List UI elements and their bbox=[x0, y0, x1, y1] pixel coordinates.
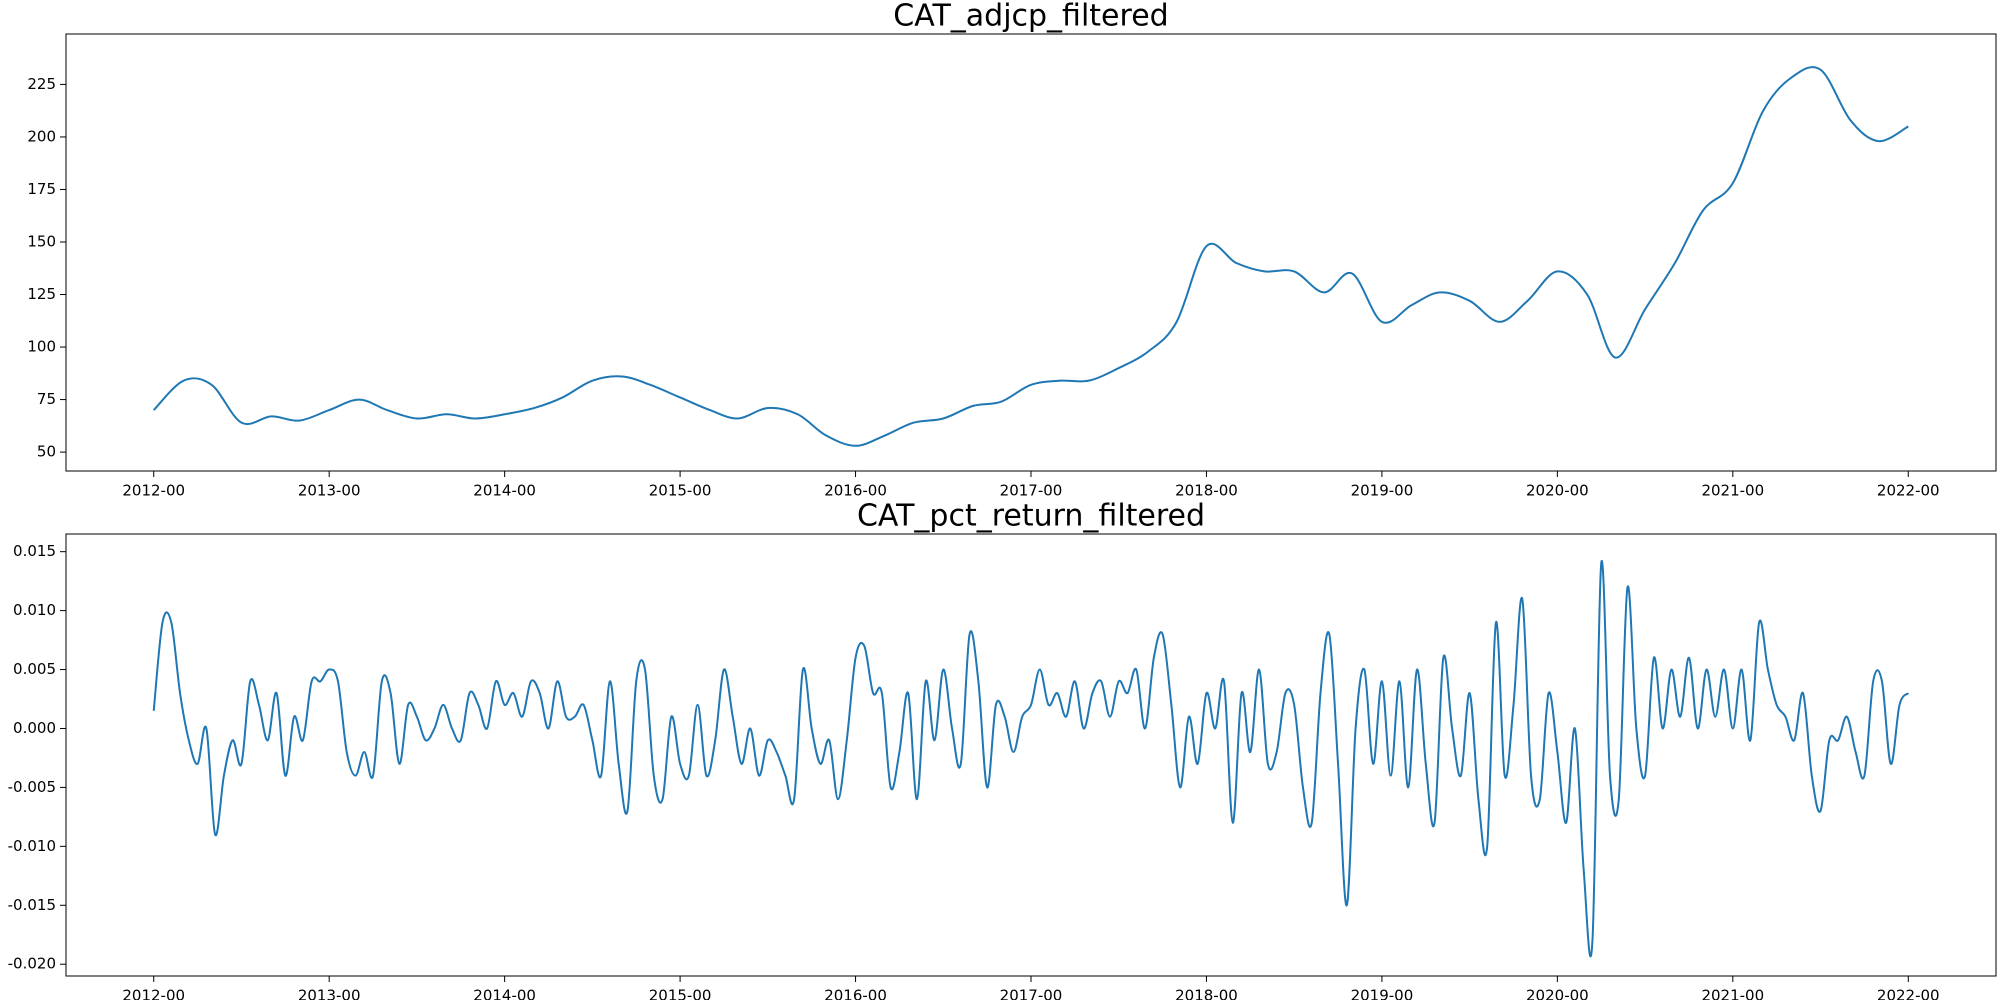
y-tick-label: 0.005 bbox=[13, 660, 56, 678]
x-tick-label: 2019-00 bbox=[1351, 482, 1414, 500]
chart-title: CAT_adjcp_filtered bbox=[893, 0, 1168, 34]
x-tick-label: 2016-00 bbox=[824, 987, 887, 1000]
y-tick-label: 150 bbox=[27, 232, 56, 250]
x-tick-label: 2022-00 bbox=[1877, 482, 1940, 500]
y-tick-label: 225 bbox=[27, 75, 56, 93]
x-tick-label: 2021-00 bbox=[1701, 987, 1764, 1000]
x-tick-label: 2013-00 bbox=[298, 987, 361, 1000]
axes-frame bbox=[65, 33, 1997, 472]
y-tick-label: -0.010 bbox=[8, 837, 56, 855]
x-tick-label: 2015-00 bbox=[649, 482, 712, 500]
y-tick-label: 200 bbox=[27, 127, 56, 145]
x-tick-label: 2020-00 bbox=[1526, 482, 1589, 500]
x-tick-label: 2012-00 bbox=[122, 482, 185, 500]
x-tick-label: 2017-00 bbox=[1000, 987, 1063, 1000]
data-line bbox=[153, 66, 1909, 447]
y-tick-label: 0.000 bbox=[13, 719, 56, 737]
x-tick-label: 2013-00 bbox=[298, 482, 361, 500]
chart-title: CAT_pct_return_filtered bbox=[857, 499, 1205, 534]
x-tick-label: 2021-00 bbox=[1701, 482, 1764, 500]
y-tick-label: -0.020 bbox=[8, 955, 56, 973]
y-tick-label: 100 bbox=[27, 338, 56, 356]
x-tick-label: 2014-00 bbox=[473, 987, 536, 1000]
y-tick-label: 175 bbox=[27, 180, 56, 198]
data-line bbox=[152, 559, 1910, 958]
y-tick-label: 0.015 bbox=[13, 542, 56, 560]
y-tick-label: 75 bbox=[37, 390, 56, 408]
y-tick-label: 50 bbox=[37, 443, 56, 461]
y-tick-label: -0.015 bbox=[8, 896, 56, 914]
x-tick-label: 2015-00 bbox=[649, 987, 712, 1000]
x-tick-label: 2019-00 bbox=[1351, 987, 1414, 1000]
x-tick-label: 2018-00 bbox=[1175, 987, 1238, 1000]
x-tick-label: 2020-00 bbox=[1526, 987, 1589, 1000]
y-tick-label: -0.005 bbox=[8, 778, 56, 796]
axes-frame bbox=[65, 533, 1997, 977]
x-tick-label: 2022-00 bbox=[1877, 987, 1940, 1000]
x-tick-label: 2012-00 bbox=[122, 987, 185, 1000]
y-tick-label: 0.010 bbox=[13, 601, 56, 619]
y-tick-label: 125 bbox=[27, 285, 56, 303]
x-tick-label: 2017-00 bbox=[1000, 482, 1063, 500]
x-tick-label: 2018-00 bbox=[1175, 482, 1238, 500]
x-tick-label: 2014-00 bbox=[473, 482, 536, 500]
x-tick-label: 2016-00 bbox=[824, 482, 887, 500]
